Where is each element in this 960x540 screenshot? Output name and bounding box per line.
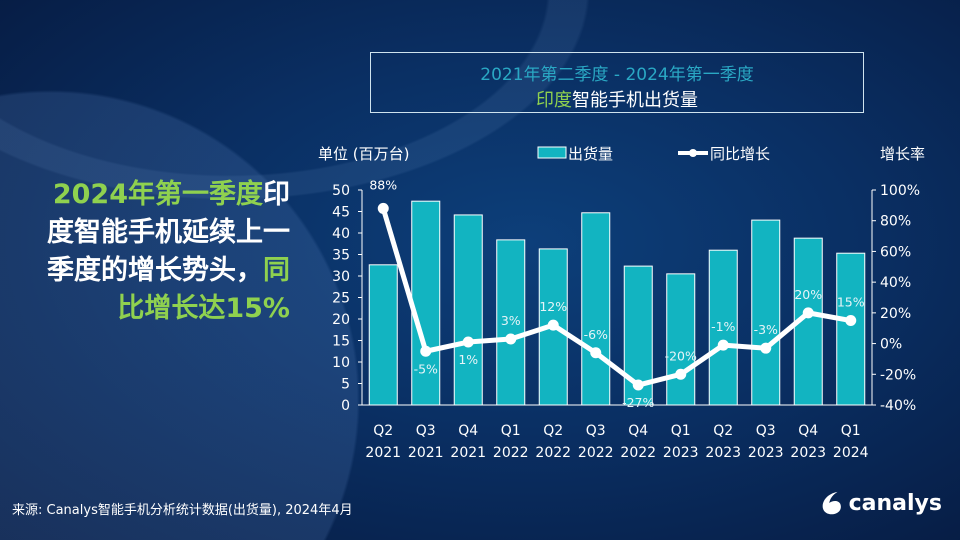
chart-title-box: 2021年第二季度 - 2024年第一季度 印度智能手机出货量 — [370, 52, 864, 113]
bar — [708, 249, 738, 406]
growth-marker — [632, 379, 644, 391]
y-tick-label: 50 — [332, 183, 350, 199]
title-country: 印度 — [536, 90, 572, 111]
x-tick-year: 2023 — [705, 445, 741, 461]
canalys-logo-icon — [822, 491, 841, 515]
x-tick-year: 2021 — [450, 445, 486, 461]
growth-marker — [717, 339, 729, 351]
growth-data-label: -5% — [414, 361, 438, 376]
headline-period: 2024年第一季度 — [52, 179, 263, 210]
growth-data-label: -6% — [584, 327, 608, 342]
y2-tick-label: 20% — [880, 306, 911, 322]
x-tick-year: 2021 — [408, 445, 444, 461]
x-tick-quarter: Q3 — [756, 423, 776, 439]
y-tick-label: 30 — [332, 269, 350, 285]
growth-marker — [675, 368, 687, 380]
bar — [368, 264, 398, 406]
bar — [581, 212, 611, 406]
chart-title-main: 印度智能手机出货量 — [371, 86, 863, 112]
legend-line-label: 同比增长 — [710, 145, 770, 163]
growth-marker — [505, 333, 517, 345]
bar — [836, 252, 866, 406]
growth-data-label: 1% — [458, 352, 478, 367]
x-tick-year: 2022 — [620, 445, 656, 461]
x-tick-year: 2024 — [833, 445, 869, 461]
growth-data-label: 3% — [501, 313, 521, 328]
growth-marker — [547, 319, 559, 331]
growth-data-label: -3% — [754, 322, 778, 337]
growth-marker — [845, 315, 857, 327]
y-tick-label: 40 — [332, 226, 350, 242]
x-tick-quarter: Q4 — [798, 423, 818, 439]
y-axis-title: 单位 (百万台) — [318, 145, 409, 163]
headline-growth: 同比增长达15% — [117, 255, 290, 324]
bar — [496, 239, 526, 406]
x-tick-quarter: Q2 — [713, 423, 733, 439]
y-tick-label: 0 — [341, 398, 350, 414]
legend-bar-swatch — [537, 146, 567, 159]
x-tick-year: 2023 — [663, 445, 699, 461]
x-tick-quarter: Q3 — [416, 423, 436, 439]
growth-data-label: -27% — [622, 395, 654, 410]
headline: 2024年第一季度印度智能手机延续上一季度的增长势头，同比增长达15% — [40, 176, 290, 328]
growth-marker — [377, 202, 389, 214]
growth-marker — [420, 345, 432, 357]
headline-body: 印度智能手机延续上一季度的增长势头， — [47, 179, 290, 286]
y2-tick-label: 0% — [880, 337, 902, 353]
legend-line-marker — [689, 149, 697, 157]
y-tick-label: 35 — [332, 248, 350, 264]
x-tick-quarter: Q1 — [841, 423, 861, 439]
x-tick-quarter: Q1 — [671, 423, 691, 439]
growth-marker — [760, 342, 772, 354]
source-note: 来源: Canalys智能手机分析统计数据(出货量), 2024年4月 — [12, 503, 353, 518]
y-tick-label: 45 — [332, 205, 350, 221]
growth-marker — [802, 307, 814, 319]
y2-tick-label: 40% — [880, 275, 911, 291]
y-tick-label: 10 — [332, 355, 350, 371]
title-metric: 智能手机出货量 — [572, 90, 698, 111]
x-tick-quarter: Q2 — [543, 423, 563, 439]
bar — [453, 214, 483, 406]
y2-tick-label: 60% — [880, 244, 911, 260]
y2-tick-label: -40% — [880, 398, 916, 414]
growth-data-label: 12% — [539, 299, 567, 314]
x-tick-year: 2022 — [535, 445, 571, 461]
chart-title-period: 2021年第二季度 - 2024年第一季度 — [480, 65, 754, 85]
x-tick-year: 2021 — [365, 445, 401, 461]
growth-marker — [590, 347, 602, 359]
y2-axis-title: 增长率 — [880, 145, 925, 163]
y2-tick-label: 80% — [880, 214, 911, 230]
legend-bar-label: 出货量 — [568, 145, 613, 163]
x-tick-year: 2022 — [493, 445, 529, 461]
y-tick-label: 25 — [332, 291, 350, 307]
x-tick-quarter: Q4 — [458, 423, 478, 439]
x-tick-year: 2023 — [748, 445, 784, 461]
x-tick-quarter: Q3 — [586, 423, 606, 439]
y-tick-label: 20 — [332, 312, 350, 328]
y2-tick-label: -20% — [880, 367, 916, 383]
growth-marker — [462, 336, 474, 348]
growth-data-label: -20% — [665, 348, 697, 363]
x-tick-quarter: Q4 — [628, 423, 648, 439]
canalys-logo-text: canalys — [848, 490, 942, 516]
y-tick-label: 15 — [332, 334, 350, 350]
growth-line — [380, 207, 852, 388]
bar — [751, 219, 781, 406]
x-tick-quarter: Q2 — [373, 423, 393, 439]
growth-data-label: 88% — [369, 177, 397, 192]
y2-tick-label: 100% — [880, 183, 920, 199]
growth-data-label: 15% — [837, 295, 865, 310]
x-tick-quarter: Q1 — [501, 423, 521, 439]
x-tick-year: 2022 — [578, 445, 614, 461]
bar — [666, 273, 696, 406]
growth-data-label: 20% — [794, 287, 822, 302]
x-tick-year: 2023 — [790, 445, 826, 461]
growth-data-label: -1% — [711, 319, 735, 334]
y-tick-label: 5 — [341, 377, 350, 393]
canalys-logo: canalys — [820, 490, 942, 516]
